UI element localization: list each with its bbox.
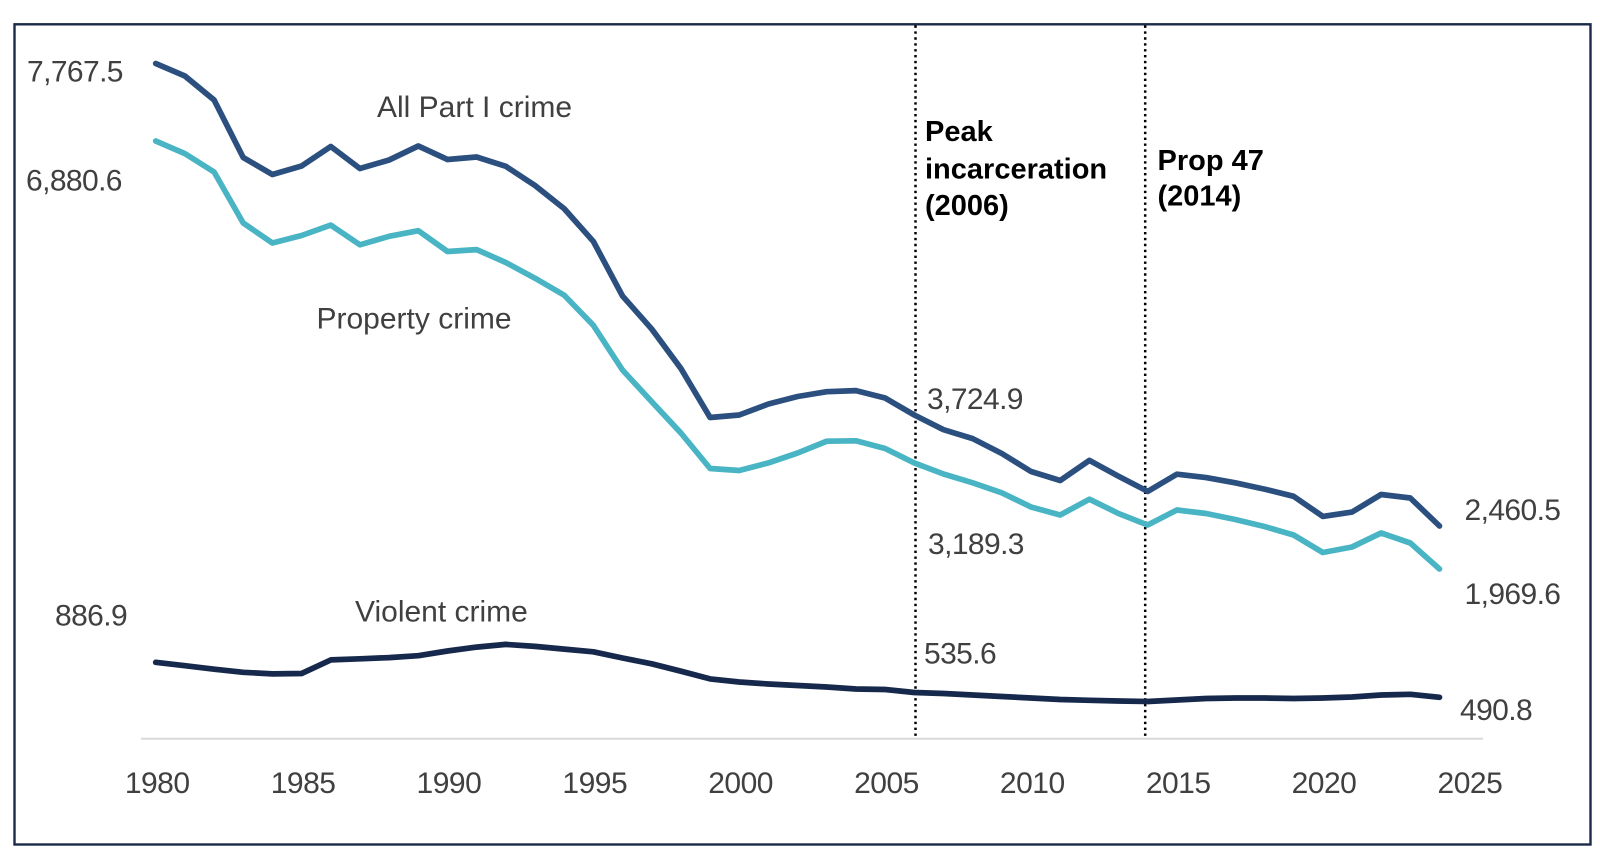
svg-text:2020: 2020 <box>1292 767 1357 800</box>
svg-text:3,724.9: 3,724.9 <box>927 383 1023 416</box>
svg-text:All Part I crime: All Part I crime <box>377 91 572 124</box>
svg-text:2005: 2005 <box>854 767 919 800</box>
svg-text:2025: 2025 <box>1438 767 1503 800</box>
svg-text:incarceration: incarceration <box>925 153 1107 185</box>
svg-text:1985: 1985 <box>271 767 336 800</box>
svg-text:1,969.6: 1,969.6 <box>1465 578 1561 611</box>
svg-text:(2014): (2014) <box>1158 181 1242 213</box>
svg-text:(2006): (2006) <box>925 190 1009 222</box>
svg-text:1980: 1980 <box>125 767 190 800</box>
svg-text:Peak: Peak <box>925 116 994 148</box>
svg-text:1995: 1995 <box>562 767 627 800</box>
svg-text:2015: 2015 <box>1146 767 1211 800</box>
svg-text:535.6: 535.6 <box>924 637 996 670</box>
svg-text:Property crime: Property crime <box>317 303 512 336</box>
svg-text:Prop 47: Prop 47 <box>1158 145 1264 177</box>
svg-text:7,767.5: 7,767.5 <box>27 55 123 88</box>
svg-text:3,189.3: 3,189.3 <box>928 528 1024 561</box>
svg-text:6,880.6: 6,880.6 <box>26 165 122 198</box>
svg-text:Violent crime: Violent crime <box>355 596 528 629</box>
svg-text:2000: 2000 <box>708 767 773 800</box>
svg-text:1990: 1990 <box>417 767 482 800</box>
svg-text:2010: 2010 <box>1000 767 1065 800</box>
svg-text:886.9: 886.9 <box>55 600 127 633</box>
svg-text:2,460.5: 2,460.5 <box>1465 494 1561 527</box>
svg-text:490.8: 490.8 <box>1460 694 1532 727</box>
